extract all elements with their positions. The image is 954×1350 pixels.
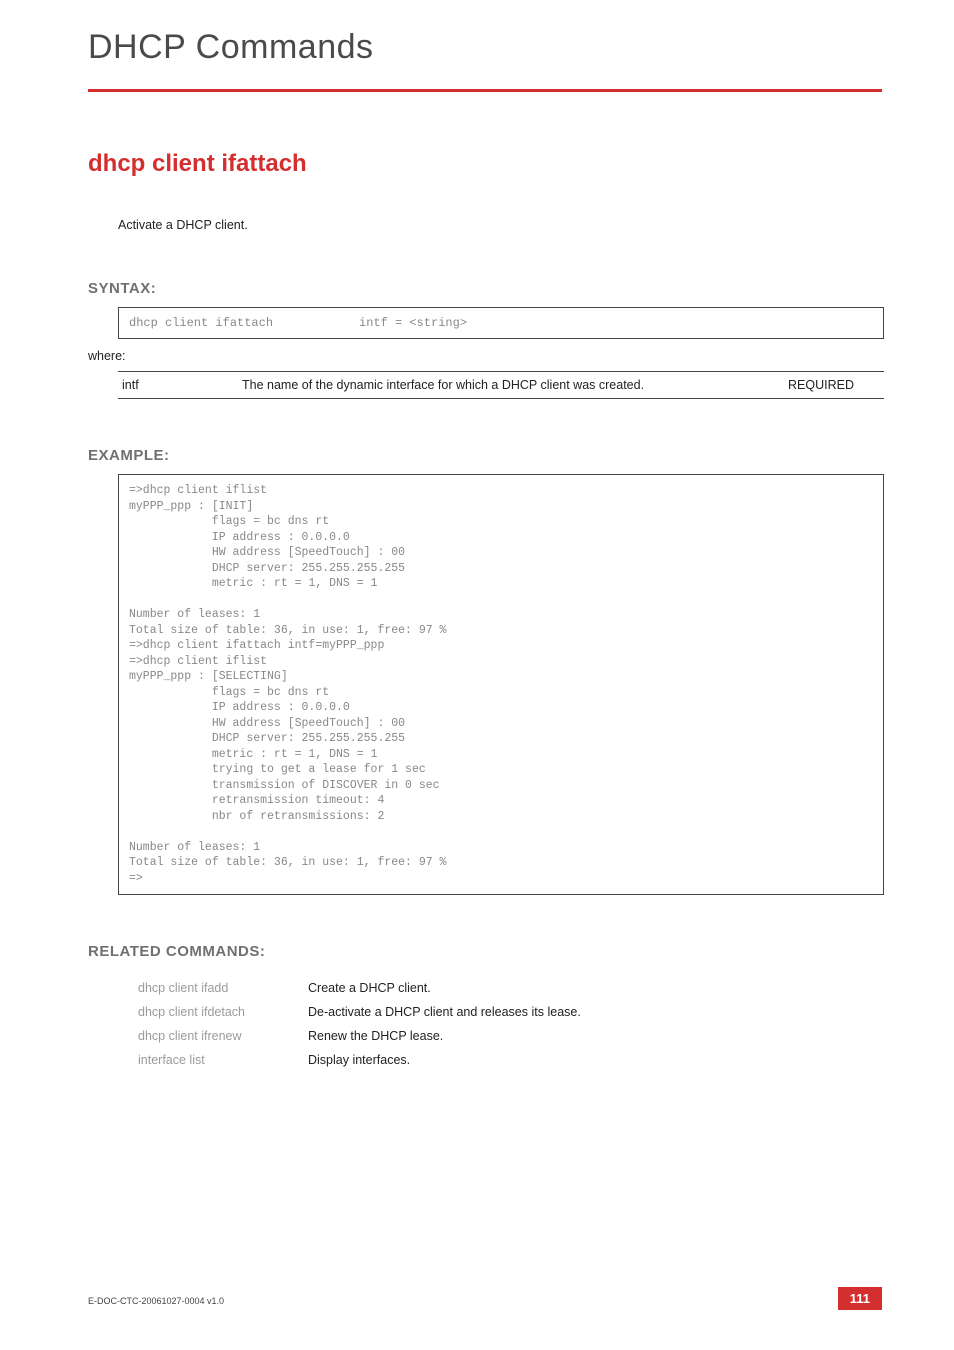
related-commands-table: dhcp client ifadd Create a DHCP client. … bbox=[138, 976, 581, 1072]
table-row: intf The name of the dynamic interface f… bbox=[118, 372, 884, 399]
example-heading: EXAMPLE: bbox=[88, 447, 882, 464]
table-row: dhcp client ifdetach De-activate a DHCP … bbox=[138, 1000, 581, 1024]
related-desc: Create a DHCP client. bbox=[308, 976, 581, 1000]
related-cmd: dhcp client ifrenew bbox=[138, 1024, 308, 1048]
syntax-command: dhcp client ifattach bbox=[129, 316, 359, 330]
table-row: dhcp client ifrenew Renew the DHCP lease… bbox=[138, 1024, 581, 1048]
footer-doc-id: E-DOC-CTC-20061027-0004 v1.0 bbox=[88, 1296, 224, 1306]
related-cmd: interface list bbox=[138, 1048, 308, 1072]
syntax-heading: SYNTAX: bbox=[88, 280, 882, 297]
param-name: intf bbox=[118, 372, 238, 399]
where-label: where: bbox=[88, 349, 882, 363]
related-desc: Display interfaces. bbox=[308, 1048, 581, 1072]
command-description: Activate a DHCP client. bbox=[118, 218, 882, 232]
related-cmd: dhcp client ifadd bbox=[138, 976, 308, 1000]
related-desc: Renew the DHCP lease. bbox=[308, 1024, 581, 1048]
rule-divider bbox=[88, 89, 882, 92]
related-heading: RELATED COMMANDS: bbox=[88, 943, 882, 960]
param-required: REQUIRED bbox=[784, 372, 884, 399]
param-description: The name of the dynamic interface for wh… bbox=[238, 372, 784, 399]
page-footer: E-DOC-CTC-20061027-0004 v1.0 111 bbox=[88, 1286, 882, 1310]
syntax-box: dhcp client ifattach intf = <string> bbox=[118, 307, 884, 339]
table-row: dhcp client ifadd Create a DHCP client. bbox=[138, 976, 581, 1000]
chapter-title: DHCP Commands bbox=[88, 28, 882, 67]
footer-page-number: 111 bbox=[838, 1287, 882, 1310]
table-row: interface list Display interfaces. bbox=[138, 1048, 581, 1072]
syntax-args: intf = <string> bbox=[359, 316, 467, 330]
example-box: =>dhcp client iflist myPPP_ppp : [INIT] … bbox=[118, 474, 884, 895]
parameter-table: intf The name of the dynamic interface f… bbox=[118, 371, 884, 399]
command-title: dhcp client ifattach bbox=[88, 150, 882, 178]
related-desc: De-activate a DHCP client and releases i… bbox=[308, 1000, 581, 1024]
related-cmd: dhcp client ifdetach bbox=[138, 1000, 308, 1024]
